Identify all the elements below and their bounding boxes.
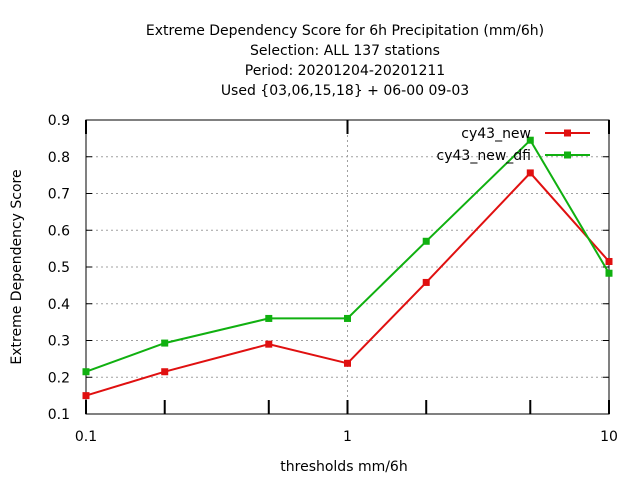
y-tick-label: 0.5 <box>48 260 70 276</box>
plot-border <box>85 119 610 415</box>
y-tick-label: 0.6 <box>48 223 70 239</box>
y-axis-label: Extreme Dependency Score <box>9 169 25 364</box>
data-point-cy43_new <box>82 392 90 400</box>
data-point-cy43_new <box>265 340 273 348</box>
data-point-cy43_new_dfi <box>605 269 613 277</box>
y-tick-label: 0.7 <box>48 187 70 203</box>
data-point-cy43_new_dfi <box>161 339 169 347</box>
legend-label: cy43_new <box>461 126 531 142</box>
x-axis-label: thresholds mm/6h <box>280 459 407 475</box>
legend: cy43_new cy43_new_dfi <box>437 126 590 164</box>
data-point-cy43_new <box>344 359 351 367</box>
chart-title-line-1: Extreme Dependency Score for 6h Precipit… <box>146 23 544 39</box>
y-tick-label: 0.4 <box>48 297 70 313</box>
data-point-cy43_new_dfi <box>344 314 351 322</box>
data-point-cy43_new_dfi <box>82 368 90 376</box>
legend-marker <box>564 129 571 137</box>
x-tick-label: 0.1 <box>75 429 97 445</box>
chart-title-line-2: Selection: ALL 137 stations <box>250 43 440 59</box>
tick-labels: 0.1 0.2 0.3 0.4 0.5 0.6 0.7 0.8 0.9 0.1 1 10 <box>48 113 618 445</box>
legend-marker <box>564 151 571 159</box>
data-point-cy43_new <box>526 169 534 177</box>
series <box>82 136 613 400</box>
y-tick-label: 0.1 <box>48 407 70 423</box>
x-tick-label: 1 <box>343 429 352 445</box>
grid <box>86 120 609 414</box>
data-point-cy43_new_dfi <box>422 237 430 245</box>
legend-label: cy43_new_dfi <box>437 148 531 164</box>
x-tick-label: 10 <box>600 429 618 445</box>
chart-title-line-4: Used {03,06,15,18} + 06-00 09-03 <box>221 83 469 99</box>
data-point-cy43_new_dfi <box>526 136 534 144</box>
data-point-cy43_new <box>161 368 169 376</box>
y-tick-label: 0.3 <box>48 334 70 350</box>
data-point-cy43_new <box>605 257 613 265</box>
y-tick-label: 0.8 <box>48 150 70 166</box>
y-tick-label: 0.2 <box>48 370 70 386</box>
data-point-cy43_new_dfi <box>265 314 273 322</box>
y-tick-label: 0.9 <box>48 113 70 129</box>
data-point-cy43_new <box>422 278 430 286</box>
chart-title-line-3: Period: 20201204-20201211 <box>245 63 445 79</box>
chart-title: Extreme Dependency Score for 6h Precipit… <box>146 23 544 99</box>
